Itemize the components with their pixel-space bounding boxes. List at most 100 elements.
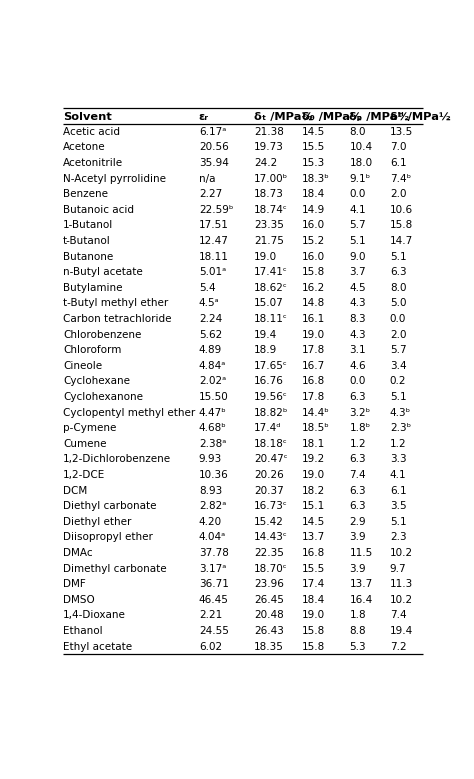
Text: 18.73: 18.73 <box>254 189 284 199</box>
Text: 8.93: 8.93 <box>199 485 222 495</box>
Text: 8.3: 8.3 <box>349 314 366 324</box>
Text: δ₀ /MPa½: δ₀ /MPa½ <box>301 112 362 122</box>
Text: 4.5ᵃ: 4.5ᵃ <box>199 298 219 308</box>
Text: 1,2-DCE: 1,2-DCE <box>63 470 105 480</box>
Text: 2.9: 2.9 <box>349 516 366 527</box>
Text: Ethanol: Ethanol <box>63 626 102 636</box>
Text: 22.35: 22.35 <box>254 548 284 558</box>
Text: 20.48: 20.48 <box>254 610 284 620</box>
Text: 18.5ᵇ: 18.5ᵇ <box>301 423 329 433</box>
Text: Diethyl carbonate: Diethyl carbonate <box>63 501 156 511</box>
Text: 1.2: 1.2 <box>349 439 366 449</box>
Text: 5.01ᵃ: 5.01ᵃ <box>199 267 226 277</box>
Text: 19.2: 19.2 <box>301 454 325 464</box>
Text: Chloroform: Chloroform <box>63 345 121 355</box>
Text: 1.8: 1.8 <box>349 610 366 620</box>
Text: 5.1: 5.1 <box>349 236 366 246</box>
Text: 35.94: 35.94 <box>199 158 229 168</box>
Text: δₜ /MPa½: δₜ /MPa½ <box>254 112 313 122</box>
Text: Diethyl ether: Diethyl ether <box>63 516 131 527</box>
Text: 4.84ᵃ: 4.84ᵃ <box>199 361 226 371</box>
Text: Butanoic acid: Butanoic acid <box>63 205 134 215</box>
Text: 2.3: 2.3 <box>390 532 407 542</box>
Text: 2.0: 2.0 <box>390 330 406 340</box>
Text: 18.9: 18.9 <box>254 345 277 355</box>
Text: 15.07: 15.07 <box>254 298 284 308</box>
Text: 4.3: 4.3 <box>349 330 366 340</box>
Text: 7.4: 7.4 <box>349 470 366 480</box>
Text: 17.8: 17.8 <box>301 392 325 402</box>
Text: 18.11ᶜ: 18.11ᶜ <box>254 314 288 324</box>
Text: Butylamine: Butylamine <box>63 283 122 293</box>
Text: 4.3: 4.3 <box>349 298 366 308</box>
Text: Ethyl acetate: Ethyl acetate <box>63 642 132 651</box>
Text: 17.65ᶜ: 17.65ᶜ <box>254 361 288 371</box>
Text: 15.5: 15.5 <box>301 563 325 573</box>
Text: p-Cymene: p-Cymene <box>63 423 116 433</box>
Text: 16.76: 16.76 <box>254 376 284 386</box>
Text: 4.47ᵇ: 4.47ᵇ <box>199 407 227 418</box>
Text: 16.7: 16.7 <box>301 361 325 371</box>
Text: 18.0: 18.0 <box>349 158 373 168</box>
Text: 13.7: 13.7 <box>301 532 325 542</box>
Text: 16.73ᶜ: 16.73ᶜ <box>254 501 288 511</box>
Text: 5.0: 5.0 <box>390 298 406 308</box>
Text: 14.9: 14.9 <box>301 205 325 215</box>
Text: 5.4: 5.4 <box>199 283 216 293</box>
Text: 19.4: 19.4 <box>254 330 277 340</box>
Text: Acetone: Acetone <box>63 143 106 153</box>
Text: Chlorobenzene: Chlorobenzene <box>63 330 141 340</box>
Text: t-Butanol: t-Butanol <box>63 236 110 246</box>
Text: Cyclohexanone: Cyclohexanone <box>63 392 143 402</box>
Text: 0.0: 0.0 <box>390 314 406 324</box>
Text: Solvent: Solvent <box>63 112 112 122</box>
Text: 36.71: 36.71 <box>199 579 229 589</box>
Text: 6.02: 6.02 <box>199 642 222 651</box>
Text: 11.5: 11.5 <box>349 548 373 558</box>
Text: 2.82ᵃ: 2.82ᵃ <box>199 501 226 511</box>
Text: 19.0: 19.0 <box>301 610 325 620</box>
Text: Acetonitrile: Acetonitrile <box>63 158 123 168</box>
Text: δᴴ /MPa½: δᴴ /MPa½ <box>390 112 451 122</box>
Text: Cyclopentyl methyl ether: Cyclopentyl methyl ether <box>63 407 195 418</box>
Text: 6.17ᵃ: 6.17ᵃ <box>199 127 226 137</box>
Text: 22.59ᵇ: 22.59ᵇ <box>199 205 233 215</box>
Text: 3.2ᵇ: 3.2ᵇ <box>349 407 371 418</box>
Text: 3.7: 3.7 <box>349 267 366 277</box>
Text: 4.1: 4.1 <box>390 470 407 480</box>
Text: 11.3: 11.3 <box>390 579 413 589</box>
Text: 1,2-Dichlorobenzene: 1,2-Dichlorobenzene <box>63 454 171 464</box>
Text: 4.68ᵇ: 4.68ᵇ <box>199 423 227 433</box>
Text: 5.1: 5.1 <box>390 252 407 262</box>
Text: 37.78: 37.78 <box>199 548 229 558</box>
Text: 17.00ᵇ: 17.00ᵇ <box>254 174 288 184</box>
Text: 2.38ᵃ: 2.38ᵃ <box>199 439 226 449</box>
Text: 18.4: 18.4 <box>301 189 325 199</box>
Text: 7.4: 7.4 <box>390 610 407 620</box>
Text: Acetic acid: Acetic acid <box>63 127 120 137</box>
Text: δₚ /MPa½: δₚ /MPa½ <box>349 112 410 122</box>
Text: 18.3ᵇ: 18.3ᵇ <box>301 174 329 184</box>
Text: 16.1: 16.1 <box>301 314 325 324</box>
Text: 20.56: 20.56 <box>199 143 228 153</box>
Text: 14.7: 14.7 <box>390 236 413 246</box>
Text: 2.24: 2.24 <box>199 314 222 324</box>
Text: 19.0: 19.0 <box>301 470 325 480</box>
Text: 15.8: 15.8 <box>301 267 325 277</box>
Text: 6.3: 6.3 <box>390 267 407 277</box>
Text: 4.3ᵇ: 4.3ᵇ <box>390 407 411 418</box>
Text: 7.2: 7.2 <box>390 642 407 651</box>
Text: 20.37: 20.37 <box>254 485 284 495</box>
Text: 10.4: 10.4 <box>349 143 373 153</box>
Text: 14.4ᵇ: 14.4ᵇ <box>301 407 329 418</box>
Text: 17.8: 17.8 <box>301 345 325 355</box>
Text: 18.2: 18.2 <box>301 485 325 495</box>
Text: 1.8ᵇ: 1.8ᵇ <box>349 423 371 433</box>
Text: 18.18ᶜ: 18.18ᶜ <box>254 439 288 449</box>
Text: 2.27: 2.27 <box>199 189 222 199</box>
Text: Carbon tetrachloride: Carbon tetrachloride <box>63 314 172 324</box>
Text: 14.8: 14.8 <box>301 298 325 308</box>
Text: 46.45: 46.45 <box>199 594 229 605</box>
Text: 20.47ᶜ: 20.47ᶜ <box>254 454 288 464</box>
Text: 15.1: 15.1 <box>301 501 325 511</box>
